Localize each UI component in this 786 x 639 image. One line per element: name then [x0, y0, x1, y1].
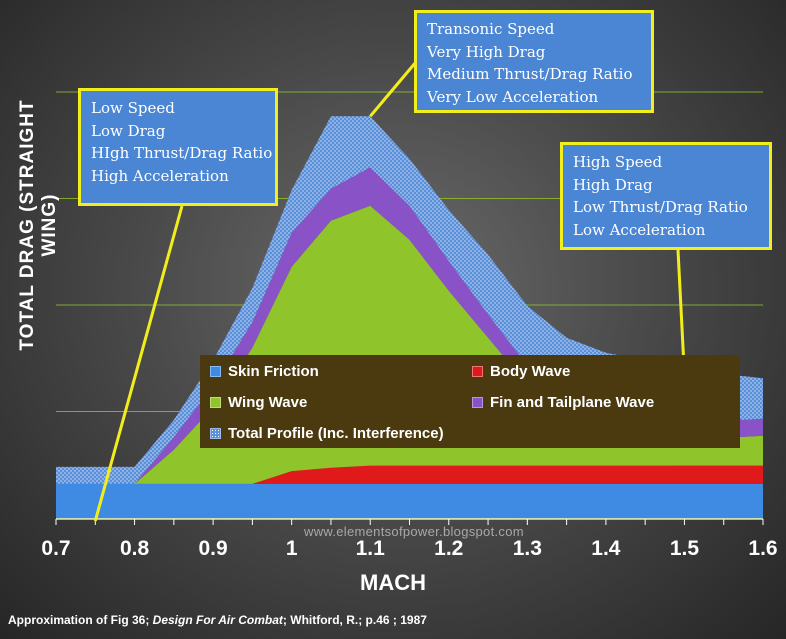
- callout-line: Very Low Acceleration: [427, 87, 599, 106]
- legend-item-fin-tailplane-wave: Fin and Tailplane Wave: [472, 394, 654, 411]
- x-tick-label: 1.3: [512, 537, 542, 560]
- legend-label: Wing Wave: [228, 394, 308, 411]
- callout-line: Transonic Speed: [427, 20, 555, 38]
- legend-item-body-wave: Body Wave: [472, 363, 570, 380]
- area-skin-friction: [56, 483, 763, 518]
- source-suffix: ; Whitford, R.; p.46 ; 1987: [282, 613, 427, 627]
- callout-low-speed: Low Speed Low Drag HIgh Thrust/Drag Rati…: [78, 88, 278, 206]
- callout-high-speed: High Speed High Drag Low Thrust/Drag Rat…: [560, 142, 772, 250]
- callout-line: Low Thrust/Drag Ratio: [573, 198, 748, 216]
- x-tick-label: 0.8: [119, 537, 150, 560]
- x-tick-label: 1.4: [591, 537, 621, 560]
- callout-line: High Speed: [573, 153, 663, 171]
- x-tick-label: 1.5: [669, 537, 700, 560]
- x-tick-label: 0.7: [41, 537, 71, 560]
- callout-leader-line: [369, 61, 418, 118]
- legend-label: Fin and Tailplane Wave: [490, 394, 655, 411]
- callout-leader-line: [93, 205, 184, 522]
- callout-line: Low Speed: [91, 99, 175, 117]
- x-tick-label: 1.2: [434, 537, 464, 560]
- callout-line: High Acceleration: [91, 166, 229, 185]
- y-axis-label: TOTAL DRAG (STRAIGHT WING): [17, 99, 60, 351]
- x-tick-label: 1: [285, 537, 298, 560]
- legend-label: Body Wave: [490, 363, 571, 380]
- legend-swatch: [472, 396, 483, 408]
- legend-item-total-profile: Total Profile (Inc. Interference): [210, 425, 444, 442]
- legend-swatch: [210, 396, 221, 408]
- area-body-wave: [56, 465, 763, 484]
- callout-leader-line: [676, 249, 686, 376]
- callout-line: High Drag: [573, 175, 653, 194]
- legend-swatch: [210, 365, 221, 377]
- callout-line: Low Drag: [91, 121, 166, 140]
- x-tick-label: 0.9: [198, 537, 228, 560]
- legend-item-wing-wave: Wing Wave: [210, 394, 307, 411]
- callout-line: HIgh Thrust/Drag Ratio: [91, 144, 273, 162]
- callout-line: Medium Thrust/Drag Ratio: [427, 65, 633, 83]
- x-tick-label: 1.6: [748, 537, 778, 560]
- legend-label: Total Profile (Inc. Interference): [228, 425, 444, 442]
- legend-label: Skin Friction: [228, 363, 319, 380]
- callout-line: Very High Drag: [427, 42, 546, 61]
- legend-swatch: [210, 427, 221, 439]
- x-axis-label: MACH: [360, 570, 426, 595]
- x-tick-label: 1.1: [355, 537, 385, 560]
- watermark: www.elementsofpower.blogspot.com: [304, 524, 524, 539]
- legend-item-skin-friction: Skin Friction: [210, 363, 319, 380]
- source-title: Design For Air Combat: [152, 613, 283, 627]
- callout-transonic: Transonic Speed Very High Drag Medium Th…: [414, 10, 654, 113]
- source-prefix: Approximation of Fig 36;: [8, 613, 153, 627]
- legend: Skin Friction Body Wave Wing Wave Fin an…: [200, 355, 740, 448]
- legend-swatch: [472, 365, 483, 377]
- source-citation: Approximation of Fig 36; Design For Air …: [8, 613, 427, 627]
- callout-line: Low Acceleration: [573, 220, 706, 239]
